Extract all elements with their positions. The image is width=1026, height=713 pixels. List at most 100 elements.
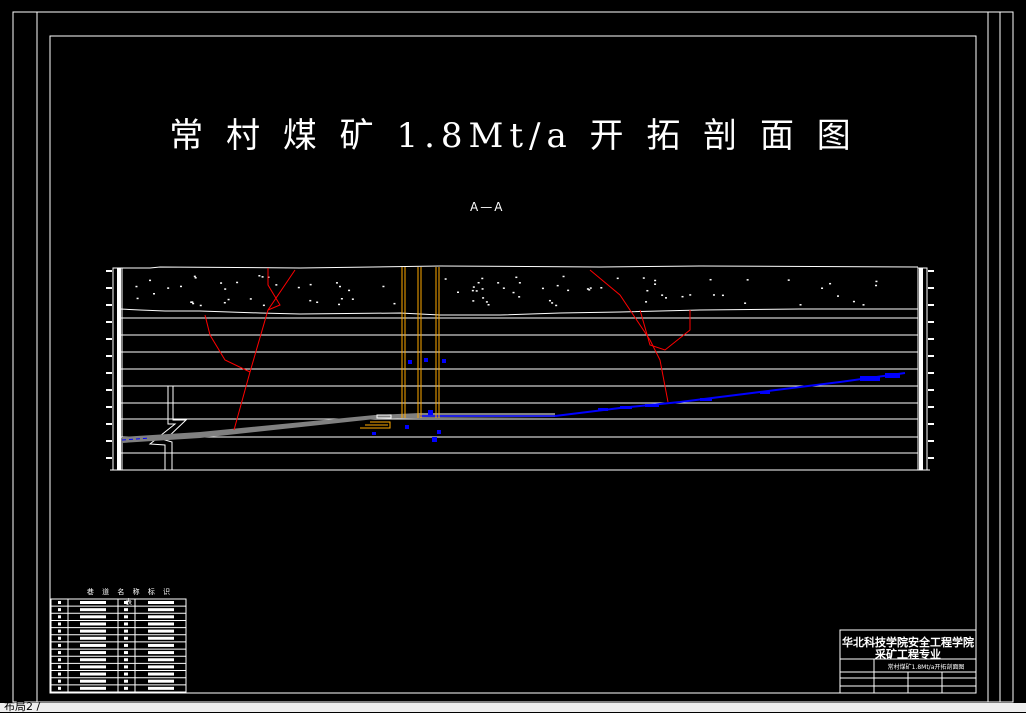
legend-row-id [58, 672, 61, 676]
ruler-tick [928, 287, 934, 289]
legend-row-name [148, 665, 174, 669]
legend-row-id [58, 643, 61, 647]
legend-row-symbol [124, 615, 128, 619]
layout-tab-bar: 布局2 / [0, 700, 1026, 713]
legend-row-name [80, 686, 106, 690]
title-block-drawing-name: 常村煤矿1.8Mt/a开拓剖面图 [887, 664, 965, 671]
ruler-tick [106, 440, 112, 442]
legend-row-name [148, 629, 174, 633]
legend-row-name [148, 622, 174, 626]
adit-outline [164, 385, 188, 470]
legend-row-symbol [124, 665, 128, 669]
legend-row-symbol [124, 601, 128, 604]
legend-row-name [80, 601, 106, 604]
legend-row-id [58, 651, 61, 655]
strata-lines [110, 265, 930, 471]
legend-row-name [148, 636, 174, 640]
ruler-tick [928, 457, 934, 459]
coal-seam [554, 372, 906, 417]
legend-table-title: 巷 道 名 称 标 识 表 [86, 588, 174, 606]
ruler-tick [928, 440, 934, 442]
ruler-tick [106, 372, 112, 374]
drawing-title: 常 村 煤 矿 1.8Mt/a 开 拓 剖 面 图 [169, 116, 857, 156]
seam-markers [598, 373, 900, 411]
legend-row-id [58, 658, 61, 662]
legend-row-name [148, 643, 174, 647]
layout-tab[interactable]: 布局2 / [4, 700, 41, 713]
ruler-tick [928, 406, 934, 408]
topsoil-hatch [135, 275, 878, 307]
legend-row-name [80, 608, 106, 612]
outer-frame [12, 11, 1014, 703]
legend-row-symbol [124, 629, 128, 633]
legend-row-name [148, 679, 174, 683]
title-block [839, 629, 977, 694]
legend-row-symbol [124, 686, 128, 690]
ruler-tick [106, 287, 112, 289]
right-elevation-ruler [917, 267, 928, 471]
legend-row-name [80, 658, 106, 662]
legend-row-id [58, 636, 61, 640]
section-label: A—A [470, 200, 505, 214]
ruler-tick [928, 355, 934, 357]
legend-row-name [148, 615, 174, 619]
ruler-tick [106, 355, 112, 357]
legend-row-symbol [124, 672, 128, 676]
legend-row-symbol [124, 636, 128, 640]
legend-row-name [80, 643, 106, 647]
ruler-tick [106, 304, 112, 306]
ruler-tick [928, 270, 934, 272]
legend-row-id [58, 665, 61, 669]
ruler-tick [106, 406, 112, 408]
ruler-tick [106, 270, 112, 272]
legend-row-id [58, 622, 61, 626]
legend-row-id [58, 608, 61, 612]
legend-row-symbol [124, 643, 128, 647]
ruler-tick [928, 389, 934, 391]
title-block-school: 华北科技学院安全工程学院 [842, 636, 974, 649]
legend-row-id [58, 615, 61, 619]
legend-row-symbol [124, 608, 128, 612]
legend-row-id [58, 601, 61, 604]
ruler-tick [106, 321, 112, 323]
legend-row-name [148, 651, 174, 655]
legend-row-id [58, 629, 61, 633]
ruler-tick [928, 372, 934, 374]
legend-row-name [80, 672, 106, 676]
legend-row-id [58, 686, 61, 690]
legend-row-name [80, 629, 106, 633]
fault-lines [204, 268, 691, 431]
legend-row-symbol [124, 651, 128, 655]
legend-row-symbol [124, 622, 128, 626]
ruler-tick [928, 423, 934, 425]
legend-row-name [148, 601, 174, 604]
ruler-tick [106, 338, 112, 340]
legend-row-name [80, 665, 106, 669]
left-elevation-ruler [112, 267, 123, 471]
shafts [360, 267, 440, 429]
legend-row-name [148, 672, 174, 676]
legend-table [50, 598, 187, 693]
legend-row-name [148, 608, 174, 612]
legend-row-symbol [124, 679, 128, 683]
legend-row-name [80, 622, 106, 626]
shaft-labels [372, 358, 446, 442]
legend-row-id [58, 679, 61, 683]
title-block-major: 采矿工程专业 [875, 648, 941, 661]
legend-row-name [80, 636, 106, 640]
legend-row-name [148, 658, 174, 662]
main-roadway [122, 413, 555, 443]
ruler-tick [106, 423, 112, 425]
legend-row-name [80, 651, 106, 655]
legend-row-name [80, 615, 106, 619]
inner-frame [49, 35, 977, 694]
legend-row-name [148, 686, 174, 690]
ruler-tick [106, 457, 112, 459]
ruler-tick [106, 389, 112, 391]
legend-row-symbol [124, 658, 128, 662]
ruler-tick [928, 304, 934, 306]
ruler-tick [928, 338, 934, 340]
legend-row-name [80, 679, 106, 683]
